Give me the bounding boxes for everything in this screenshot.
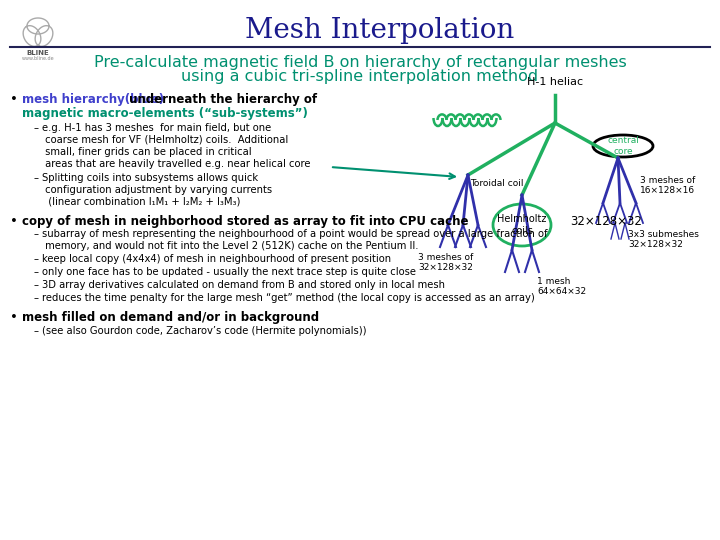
Text: 3D array derivatives calculated on demand from B and stored only in local mesh: 3D array derivatives calculated on deman… [42, 280, 445, 290]
Text: •: • [10, 93, 18, 106]
Text: copy of mesh in neighborhood stored as array to fit into CPU cache: copy of mesh in neighborhood stored as a… [22, 215, 469, 228]
Text: –: – [34, 280, 39, 290]
Text: small, finer grids can be placed in critical: small, finer grids can be placed in crit… [42, 147, 251, 157]
Text: 3 meshes of
16×128×16: 3 meshes of 16×128×16 [640, 176, 696, 195]
Text: central
core: central core [607, 136, 639, 156]
Text: underneath the hierarchy of: underneath the hierarchy of [125, 93, 317, 106]
Text: mesh hierarchy(blue): mesh hierarchy(blue) [22, 93, 164, 106]
Text: 32×128×32: 32×128×32 [570, 215, 642, 228]
Text: –: – [34, 293, 39, 303]
Text: –: – [34, 326, 39, 336]
Text: 3 meshes of
32×128×32: 3 meshes of 32×128×32 [418, 253, 474, 272]
Text: –: – [34, 254, 39, 264]
Text: subarray of mesh representing the neighbourhood of a point would be spread over : subarray of mesh representing the neighb… [42, 229, 548, 239]
Text: Helmholtz
coils: Helmholtz coils [498, 214, 546, 236]
Text: (linear combination I₁M₁ + I₂M₂ + I₃M₃): (linear combination I₁M₁ + I₂M₂ + I₃M₃) [42, 197, 240, 207]
Text: keep local copy (4x4x4) of mesh in neighbourhood of present position: keep local copy (4x4x4) of mesh in neigh… [42, 254, 391, 264]
Text: Pre-calculate magnetic field B on hierarchy of rectangular meshes: Pre-calculate magnetic field B on hierar… [94, 55, 626, 70]
Text: areas that are heavily travelled e.g. near helical core: areas that are heavily travelled e.g. ne… [42, 159, 310, 169]
Text: Toroidal coil: Toroidal coil [470, 179, 523, 188]
Text: mesh filled on demand and/or in background: mesh filled on demand and/or in backgrou… [22, 311, 319, 324]
Text: memory, and would not fit into the Level 2 (512K) cache on the Pentium II.: memory, and would not fit into the Level… [42, 241, 418, 251]
Text: BLINE: BLINE [27, 50, 50, 56]
Text: –: – [34, 267, 39, 277]
Text: •: • [10, 311, 18, 324]
Text: (see also Gourdon code, Zacharov’s code (Hermite polynomials)): (see also Gourdon code, Zacharov’s code … [42, 326, 366, 336]
Text: Splitting coils into subsystems allows quick: Splitting coils into subsystems allows q… [42, 173, 258, 183]
Text: –: – [34, 123, 39, 133]
Text: configuration adjustment by varying currents: configuration adjustment by varying curr… [42, 185, 272, 195]
Text: e.g. H-1 has 3 meshes  for main field, but one: e.g. H-1 has 3 meshes for main field, bu… [42, 123, 271, 133]
Text: •: • [10, 215, 18, 228]
Text: www.bline.de: www.bline.de [22, 56, 54, 61]
Text: magnetic macro-elements (“sub-systems”): magnetic macro-elements (“sub-systems”) [22, 107, 308, 120]
Text: coarse mesh for VF (Helmholtz) coils.  Additional: coarse mesh for VF (Helmholtz) coils. Ad… [42, 135, 288, 145]
Text: Mesh Interpolation: Mesh Interpolation [246, 17, 515, 44]
Text: 3x3 submeshes
32×128×32: 3x3 submeshes 32×128×32 [628, 230, 699, 249]
Text: –: – [34, 173, 39, 183]
Text: H-1 heliac: H-1 heliac [527, 77, 583, 87]
Text: using a cubic tri-spline interpolation method: using a cubic tri-spline interpolation m… [181, 69, 539, 84]
Text: –: – [34, 229, 39, 239]
Text: 1 mesh
64×64×32: 1 mesh 64×64×32 [537, 277, 586, 296]
Text: reduces the time penalty for the large mesh “get” method (the local copy is acce: reduces the time penalty for the large m… [42, 293, 535, 303]
Text: only one face has to be updated - usually the next trace step is quite close: only one face has to be updated - usuall… [42, 267, 416, 277]
